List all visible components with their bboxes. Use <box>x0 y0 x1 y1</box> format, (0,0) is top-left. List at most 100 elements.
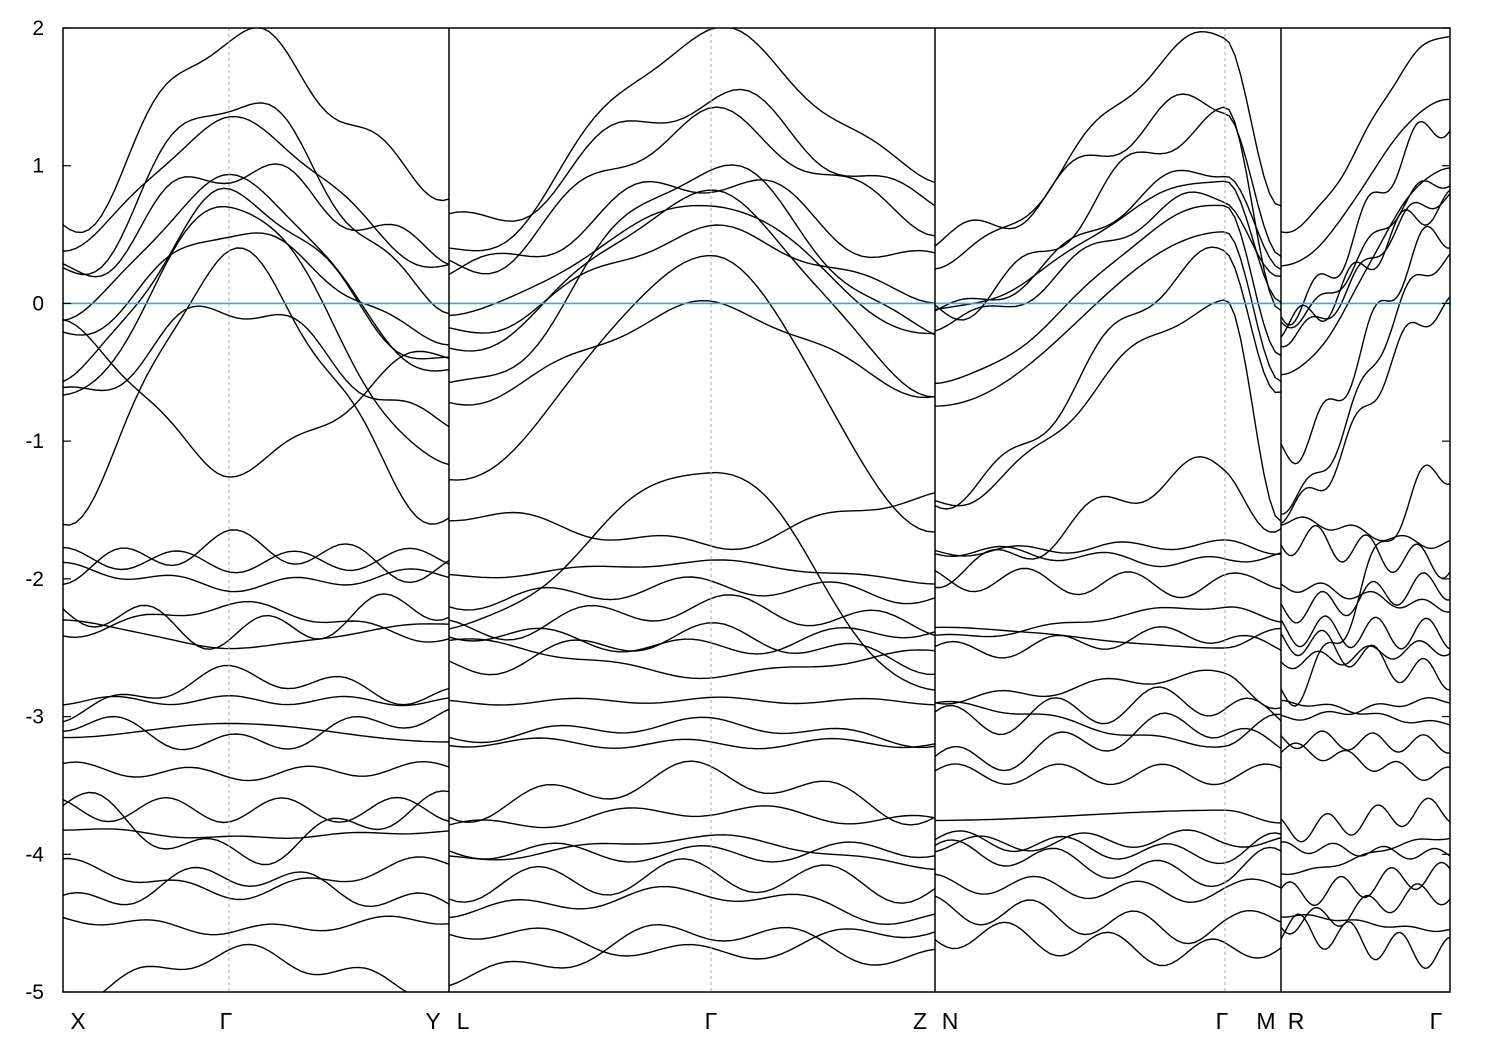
band-line-p1-b3 <box>448 858 936 904</box>
band-line-p3-b22 <box>1280 189 1450 338</box>
band-line-p0-b9 <box>63 722 450 743</box>
band-line-p0-b2 <box>63 856 450 901</box>
band-line-p2-b22 <box>934 204 1282 385</box>
band-line-p2-b1 <box>934 895 1282 945</box>
kpoint-label: L <box>457 1008 470 1034</box>
band-line-p1-b21 <box>448 224 936 334</box>
band-line-p1-b15 <box>448 576 936 611</box>
band-line-p3-b13 <box>1280 615 1450 650</box>
band-line-p1-b8 <box>448 737 936 750</box>
kpoint-label: R <box>1288 1008 1305 1034</box>
band-line-p1-b1 <box>448 923 936 987</box>
band-line-p0-b24 <box>63 173 450 372</box>
band-line-p3-b19 <box>1280 296 1450 525</box>
band-line-p2-b11 <box>934 669 1282 710</box>
y-tick-label: -2 <box>25 568 44 591</box>
band-line-p3-b3 <box>1280 861 1450 907</box>
band-line-p2-b23 <box>934 191 1282 332</box>
band-line-p2-b14 <box>934 606 1282 638</box>
band-line-p0-b18 <box>63 319 450 478</box>
band-line-p0-b25 <box>63 163 450 278</box>
band-line-p2-b18 <box>934 455 1282 589</box>
band-line-p3-b9 <box>1280 699 1450 726</box>
y-tick-label: -1 <box>25 430 44 453</box>
band-line-p3-b10 <box>1280 697 1450 721</box>
band-line-p0-b21 <box>63 232 450 346</box>
band-line-p2-b6 <box>935 809 1282 824</box>
y-tick-label: 1 <box>32 155 44 178</box>
band-line-p3-b18 <box>1280 464 1450 707</box>
band-line-p3-b14 <box>1280 582 1450 613</box>
band-line-p2-b3 <box>934 839 1282 888</box>
labels-layer: 2 1 0 -1 -2 -3 -4 -5 X Γ Y L Γ Z N Γ M R Γ <box>25 17 1442 1034</box>
band-line-p3-b24 <box>1280 180 1450 329</box>
band-line-p0-b15 <box>63 561 450 593</box>
band-line-p3-b11 <box>1280 629 1450 691</box>
band-line-p1-b24 <box>448 179 936 276</box>
band-line-p0-b8 <box>63 708 450 751</box>
band-line-p3-b2 <box>1280 883 1450 935</box>
band-line-p0-b7 <box>63 760 450 782</box>
band-line-p0-b26 <box>63 116 450 269</box>
band-line-p1-b26 <box>448 106 936 275</box>
band-line-p0-b22 <box>63 205 450 466</box>
band-line-p0-b20 <box>63 247 450 526</box>
band-line-p0-b23 <box>63 187 450 383</box>
band-line-p0-b1 <box>63 915 450 936</box>
frame-layer <box>62 27 1451 993</box>
kpoint-label: N <box>942 1008 959 1034</box>
band-line-p3-b16 <box>1280 524 1450 579</box>
band-line-p3-b17 <box>1280 516 1450 550</box>
band-line-p2-b9 <box>934 712 1282 772</box>
band-line-p1-b5 <box>448 834 936 871</box>
band-line-p1-b18 <box>448 471 936 691</box>
kpoint-label: Γ <box>220 1008 233 1034</box>
band-line-p1-b6 <box>448 805 936 829</box>
band-line-p3-b6 <box>1280 797 1450 843</box>
band-line-p1-b9 <box>448 716 936 749</box>
band-line-p2-b28 <box>934 30 1282 270</box>
band-line-p3-b12 <box>1280 639 1450 670</box>
band-line-p1-b19 <box>448 299 936 406</box>
band-line-p1-b17 <box>448 492 936 551</box>
band-line-p1-b28 <box>448 28 936 252</box>
band-line-p1-b27 <box>448 88 936 222</box>
band-line-p3-b28 <box>1280 35 1450 234</box>
band-line-p0-b4 <box>63 790 450 866</box>
band-line-p0-b6 <box>63 796 450 824</box>
band-line-p3-b25 <box>1280 167 1450 376</box>
band-line-p0-b0 <box>102 943 450 992</box>
band-line-p3-b26 <box>1280 120 1450 326</box>
band-line-p3-b1 <box>1281 913 1450 933</box>
band-line-p1-b11 <box>448 638 936 680</box>
band-line-p3-b4 <box>1280 841 1450 860</box>
band-line-p1-b22 <box>448 204 935 335</box>
band-line-p1-b14 <box>448 594 936 641</box>
band-line-p1-b20 <box>448 254 936 533</box>
band-line-p2-b24 <box>934 180 1282 311</box>
bands-layer <box>63 28 1450 992</box>
band-line-p1-b4 <box>448 841 936 863</box>
band-line-p3-b5 <box>1280 837 1450 876</box>
plot-frame <box>62 27 1451 993</box>
band-line-p1-b12 <box>448 626 936 655</box>
band-line-p0-b27 <box>63 102 450 315</box>
band-line-p3-b0 <box>1280 913 1450 970</box>
band-line-p2-b13 <box>934 626 1282 659</box>
band-line-p0-b17 <box>63 529 450 586</box>
band-line-p2-b5 <box>934 829 1282 853</box>
kpoint-label: Γ <box>705 1008 718 1034</box>
y-tick-label: 2 <box>32 17 44 40</box>
band-line-p0-b3 <box>63 866 450 908</box>
band-line-p2-b27 <box>934 93 1282 257</box>
band-line-p3-b15 <box>1280 572 1450 624</box>
band-line-p0-b19 <box>63 305 450 428</box>
y-tick-label: -4 <box>25 843 44 866</box>
guides-layer <box>63 28 1450 992</box>
band-line-p3-b27 <box>1280 98 1450 267</box>
kpoint-label: Γ <box>1430 1008 1443 1034</box>
band-line-p2-b8 <box>934 700 1282 748</box>
band-line-p0-b12 <box>63 619 450 650</box>
band-line-p0-b11 <box>63 664 450 723</box>
